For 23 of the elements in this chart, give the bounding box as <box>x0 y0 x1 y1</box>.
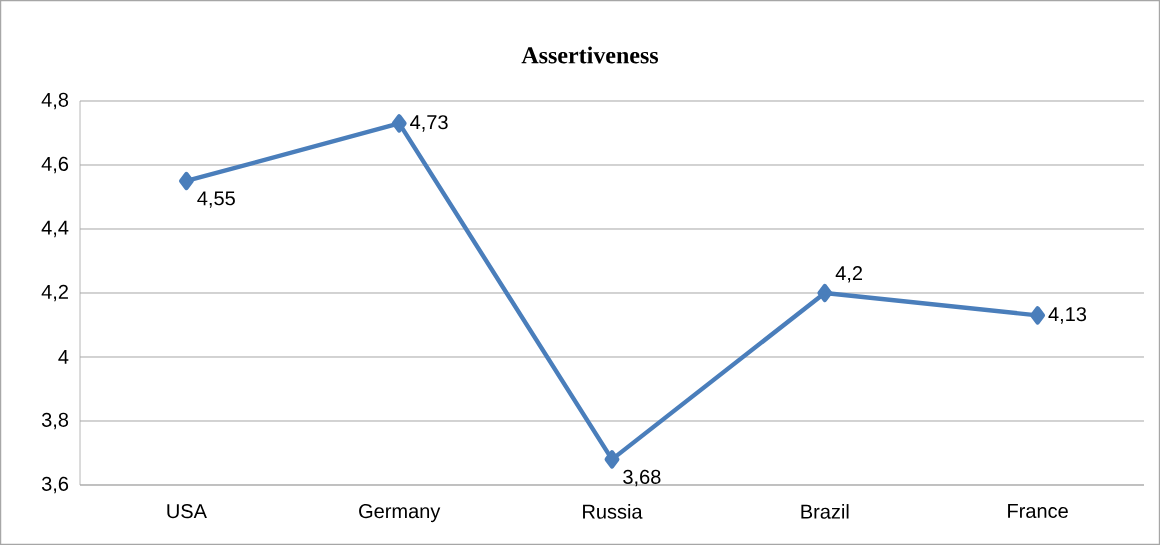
chart-title: Assertiveness <box>521 46 659 64</box>
x-tick-label: USA <box>167 504 207 519</box>
point <box>1030 306 1046 325</box>
point <box>178 171 194 191</box>
y-tick-label: 4,2 <box>41 284 68 302</box>
point <box>391 114 407 133</box>
y-tick-label: 4 <box>58 350 69 364</box>
point <box>604 450 620 469</box>
data-label: 4,13 <box>1048 307 1087 324</box>
data-label: 3,68 <box>623 469 661 487</box>
data-label: 4,55 <box>197 191 235 208</box>
point <box>817 283 833 303</box>
y-tick-label: 4,8 <box>41 92 69 110</box>
y-tick-label: 4,6 <box>41 156 69 174</box>
x-tick-label: France <box>1008 504 1068 518</box>
data-label: 4,73 <box>410 115 448 132</box>
x-tick-label: Brazil <box>801 504 849 519</box>
y-tick-label: 3,8 <box>41 412 69 430</box>
x-tick-label: Russia <box>583 504 643 519</box>
y-tick-label: 3,6 <box>41 476 69 494</box>
data-label: 4,2 <box>835 266 863 283</box>
x-tick-label: Germany <box>359 504 441 523</box>
y-tick-label: 4,4 <box>41 220 69 238</box>
